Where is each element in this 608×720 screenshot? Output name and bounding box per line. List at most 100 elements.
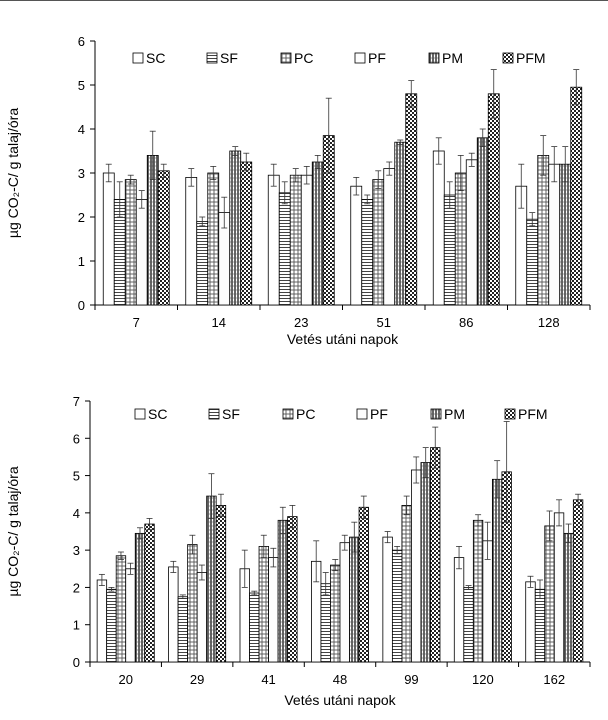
legend-label-pc: PC [294, 50, 313, 66]
error-bar-sc-120 [456, 546, 463, 570]
error-bar-sf-14 [199, 216, 206, 227]
legend-label-pfm: PFM [518, 406, 548, 422]
error-bar-pm-99 [422, 447, 429, 478]
bar-sf-41 [249, 592, 260, 663]
bar-sf-23 [278, 192, 291, 306]
error-bar-sf-41 [251, 590, 258, 596]
legend-swatch-pc [280, 52, 292, 64]
error-bar-sf-7 [116, 181, 123, 218]
error-bar-pf-48 [341, 534, 348, 551]
error-bar-pfm-23 [325, 97, 332, 174]
legend-swatch-sc [134, 408, 146, 420]
error-bar-sc-23 [270, 163, 277, 187]
error-bar-pf-41 [270, 547, 277, 568]
y-tick-label: 6 [73, 431, 80, 446]
bar-sf-48 [320, 583, 331, 663]
bar-pf-20 [125, 568, 136, 663]
bar-sc-120 [453, 557, 465, 663]
error-bar-pc-7 [127, 174, 134, 185]
y-axis-title: µg CO₂-C/ g talaj/óra [5, 466, 21, 596]
x-tick-label: 128 [538, 315, 560, 330]
bar-pfm-86 [487, 93, 500, 306]
y-tick-label: 4 [78, 122, 85, 137]
legend-label-pfm: PFM [516, 50, 546, 66]
error-bar-sc-162 [527, 575, 534, 588]
bar-pf-48 [339, 542, 350, 663]
legend-label-pf: PF [368, 50, 386, 66]
y-tick-label: 6 [78, 34, 85, 49]
x-axis-title: Vetés utáni napok [287, 331, 399, 347]
error-bar-pfm-99 [432, 426, 439, 469]
error-bar-pf-14 [221, 196, 228, 229]
legend-swatch-pfm [504, 408, 516, 420]
y-tick-label: 5 [78, 78, 85, 93]
x-tick-label: 14 [212, 315, 226, 330]
error-bar-pc-14 [210, 165, 217, 181]
y-tick-label: 7 [73, 394, 80, 409]
error-bar-pfm-29 [217, 493, 224, 517]
x-tick-label: 41 [261, 672, 275, 687]
error-bar-pf-99 [413, 456, 420, 484]
error-bar-sc-51 [353, 176, 360, 196]
y-tick-label: 4 [73, 506, 80, 521]
error-bar-pf-29 [198, 564, 205, 581]
error-bar-sf-86 [446, 181, 453, 209]
bar-sf-99 [391, 549, 403, 663]
bar-pc-162 [544, 525, 555, 663]
bar-pm-162 [563, 532, 574, 663]
error-bar-sf-20 [108, 587, 115, 592]
error-bar-pc-51 [375, 170, 382, 189]
error-bar-pfm-41 [289, 504, 296, 529]
error-bar-pm-48 [351, 521, 358, 553]
bar-sc-20 [96, 579, 108, 663]
bar-sc-162 [525, 581, 536, 663]
error-bar-pm-14 [232, 146, 239, 156]
bar-pc-20 [115, 555, 127, 663]
y-axis-title: µg CO₂-C/ g talaj/óra [5, 108, 21, 238]
error-bar-pm-29 [208, 473, 215, 519]
error-bar-pf-20 [127, 562, 134, 575]
error-bar-pf-120 [484, 521, 491, 560]
bar-pc-41 [258, 546, 269, 663]
error-bar-pc-120 [475, 514, 482, 527]
bar-pc-99 [401, 504, 412, 663]
error-bar-sc-99 [384, 531, 391, 544]
error-bar-pc-41 [260, 534, 267, 559]
error-bar-pm-20 [137, 527, 143, 540]
y-tick-label: 1 [78, 254, 85, 269]
legend-swatch-pf [354, 52, 366, 64]
bar-sc-99 [382, 536, 393, 663]
chart-bottom: 0 1 2 3 4 5 6 7 20 29 41 48 99 120 162 SC SF PC PF PM PFM Vet… [5, 394, 591, 708]
error-bar-sf-162 [537, 579, 543, 600]
bar-pfm-41 [287, 516, 298, 663]
bar-pm-48 [349, 536, 360, 663]
y-tick-label: 0 [73, 655, 80, 670]
bar-sf-128 [526, 218, 539, 306]
error-bar-pf-162 [556, 499, 563, 527]
x-tick-label: 48 [333, 672, 347, 687]
legend-swatch-pm [428, 52, 440, 64]
y-tick-label: 2 [73, 580, 80, 595]
error-bar-pc-128 [540, 135, 547, 176]
error-bar-sc-41 [241, 549, 248, 588]
error-bar-pfm-14 [243, 152, 250, 172]
error-bar-sc-128 [518, 163, 525, 209]
error-bar-sf-128 [529, 212, 536, 227]
bar-sc-29 [168, 566, 179, 663]
error-bar-pm-23 [314, 154, 321, 170]
bar-pf-86 [465, 159, 478, 306]
x-tick-label: 99 [404, 672, 418, 687]
bar-sc-14 [185, 176, 198, 306]
y-tick-label: 1 [73, 618, 80, 633]
bar-pc-7 [124, 179, 137, 306]
bar-pfm-162 [572, 499, 584, 663]
bar-pfm-48 [358, 506, 369, 663]
error-bar-sf-23 [281, 181, 288, 205]
error-bar-pfm-162 [575, 493, 582, 506]
error-bar-pfm-120 [503, 421, 510, 523]
legend-swatch-pf [356, 408, 368, 420]
error-bar-pf-23 [303, 165, 310, 185]
x-tick-label: 23 [294, 315, 308, 330]
bar-pf-23 [300, 174, 313, 306]
